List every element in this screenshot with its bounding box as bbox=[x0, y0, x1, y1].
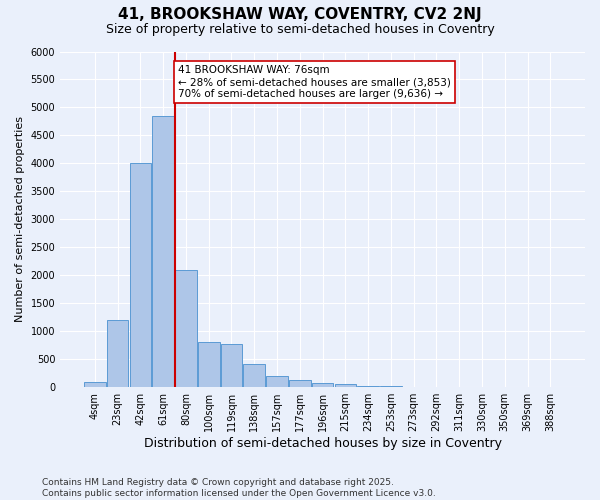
Bar bbox=[335, 384, 356, 387]
Bar bbox=[130, 164, 151, 387]
Bar bbox=[244, 364, 265, 387]
Y-axis label: Number of semi-detached properties: Number of semi-detached properties bbox=[15, 116, 25, 322]
Bar bbox=[358, 386, 379, 387]
Text: 41 BROOKSHAW WAY: 76sqm
← 28% of semi-detached houses are smaller (3,853)
70% of: 41 BROOKSHAW WAY: 76sqm ← 28% of semi-de… bbox=[178, 66, 451, 98]
Bar bbox=[84, 382, 106, 387]
Bar bbox=[289, 380, 311, 387]
X-axis label: Distribution of semi-detached houses by size in Coventry: Distribution of semi-detached houses by … bbox=[143, 437, 502, 450]
Bar bbox=[152, 116, 174, 387]
Bar bbox=[198, 342, 220, 387]
Bar bbox=[175, 270, 197, 387]
Bar bbox=[221, 344, 242, 387]
Bar bbox=[380, 386, 402, 387]
Text: Contains HM Land Registry data © Crown copyright and database right 2025.
Contai: Contains HM Land Registry data © Crown c… bbox=[42, 478, 436, 498]
Bar bbox=[312, 382, 334, 387]
Text: 41, BROOKSHAW WAY, COVENTRY, CV2 2NJ: 41, BROOKSHAW WAY, COVENTRY, CV2 2NJ bbox=[118, 8, 482, 22]
Text: Size of property relative to semi-detached houses in Coventry: Size of property relative to semi-detach… bbox=[106, 22, 494, 36]
Bar bbox=[266, 376, 288, 387]
Bar bbox=[403, 386, 424, 387]
Bar bbox=[107, 320, 128, 387]
